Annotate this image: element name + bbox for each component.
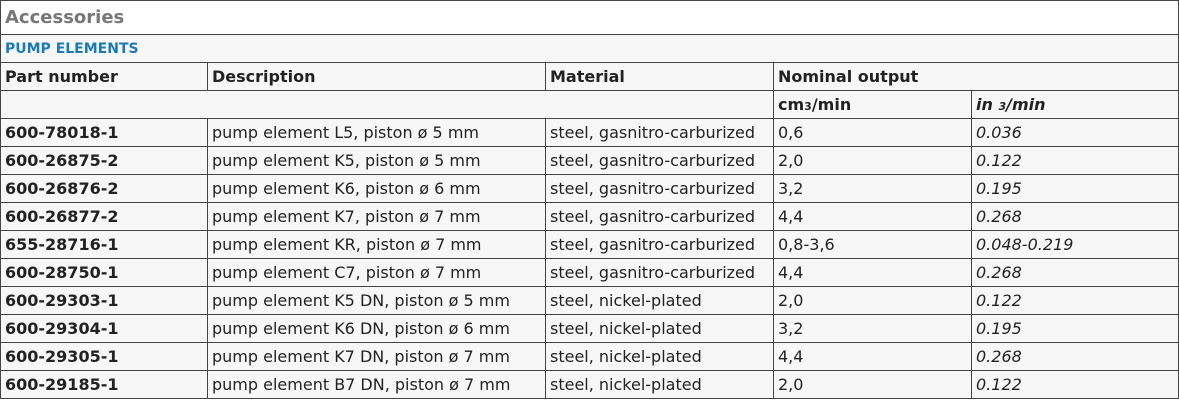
output-in3: 0.122 <box>970 370 1179 399</box>
table-row: 600-29185-1 pump element B7 DN, piston ø … <box>0 370 1179 399</box>
description: pump element K6, piston ø 6 mm <box>207 174 546 203</box>
description: pump element K7 DN, piston ø 7 mm <box>207 342 546 371</box>
part-number: 600-29304-1 <box>0 314 208 343</box>
output-cm3: 2,0 <box>773 286 972 315</box>
table-row: 600-29305-1 pump element K7 DN, piston ø … <box>0 342 1179 371</box>
material: steel, gasnitro-carburized <box>545 118 774 147</box>
output-in3: 0.195 <box>970 314 1179 343</box>
output-cm3: 0,8-3,6 <box>773 230 972 259</box>
material: steel, nickel-plated <box>545 286 774 315</box>
unit-exp: 3 <box>804 100 812 113</box>
output-cm3: 4,4 <box>773 342 972 371</box>
output-cm3: 2,0 <box>773 370 972 399</box>
output-in3: 0.122 <box>970 286 1179 315</box>
column-header: Nominal output <box>772 62 1179 91</box>
description: pump element C7, piston ø 7 mm <box>207 258 546 287</box>
output-cm3: 0,6 <box>773 118 972 147</box>
column-header: Description <box>207 62 546 91</box>
part-number: 600-26876-2 <box>0 174 208 203</box>
output-cm3: 3,2 <box>773 314 972 343</box>
material: steel, nickel-plated <box>545 342 774 371</box>
material: steel, gasnitro-carburized <box>545 230 774 259</box>
description: pump element K6 DN, piston ø 6 mm <box>207 314 546 343</box>
output-cm3: 3,2 <box>773 174 972 203</box>
output-cm3: 2,0 <box>773 146 972 175</box>
material: steel, gasnitro-carburized <box>545 174 774 203</box>
unit-base: cm <box>778 95 805 114</box>
column-header: Material <box>545 62 774 91</box>
material: steel, gasnitro-carburized <box>545 146 774 175</box>
part-number: 600-26875-2 <box>0 146 208 175</box>
description: pump element K7, piston ø 7 mm <box>207 202 546 231</box>
unit: in 3/min <box>970 90 1179 119</box>
output-cm3: 4,4 <box>773 258 972 287</box>
unit-base: in <box>976 95 999 114</box>
table-row: 600-29303-1 pump element K5 DN, piston ø … <box>0 286 1179 315</box>
title: Accessories <box>0 0 1179 35</box>
table-row: 600-28750-1 pump element C7, piston ø 7 m… <box>0 258 1179 287</box>
table-row: 600-26875-2 pump element K5, piston ø 5 m… <box>0 146 1179 175</box>
output-in3: 0.048-0.219 <box>970 230 1179 259</box>
table-row: 600-26876-2 pump element K6, piston ø 6 m… <box>0 174 1179 203</box>
unit-rest: /min <box>811 95 852 114</box>
output-in3: 0.268 <box>970 258 1179 287</box>
output-cm3: 4,4 <box>773 202 972 231</box>
output-in3: 0.036 <box>970 118 1179 147</box>
material: steel, gasnitro-carburized <box>545 258 774 287</box>
table-row: 600-26877-2 pump element K7, piston ø 7 m… <box>0 202 1179 231</box>
unit-exp: 3 <box>998 100 1007 113</box>
part-number: 655-28716-1 <box>0 230 208 259</box>
part-number: 600-29303-1 <box>0 286 208 315</box>
part-number: 600-29185-1 <box>0 370 208 399</box>
empty-cell <box>0 90 774 119</box>
material: steel, nickel-plated <box>545 370 774 399</box>
description: pump element B7 DN, piston ø 7 mm <box>207 370 546 399</box>
description: pump element KR, piston ø 7 mm <box>207 230 546 259</box>
description: pump element L5, piston ø 5 mm <box>207 118 546 147</box>
table-row: 655-28716-1 pump element KR, piston ø 7 m… <box>0 230 1179 259</box>
output-in3: 0.122 <box>970 146 1179 175</box>
output-in3: 0.268 <box>970 202 1179 231</box>
part-number: 600-78018-1 <box>0 118 208 147</box>
table-row: 600-29304-1 pump element K6 DN, piston ø … <box>0 314 1179 343</box>
description: pump element K5, piston ø 5 mm <box>207 146 546 175</box>
output-in3: 0.268 <box>970 342 1179 371</box>
part-number: 600-29305-1 <box>0 342 208 371</box>
output-in3: 0.195 <box>970 174 1179 203</box>
material: steel, gasnitro-carburized <box>545 202 774 231</box>
table-row: 600-78018-1 pump element L5, piston ø 5 m… <box>0 118 1179 147</box>
description: pump element K5 DN, piston ø 5 mm <box>207 286 546 315</box>
section-title: PUMP ELEMENTS <box>0 34 1179 63</box>
unit-rest: /min <box>1006 95 1046 114</box>
part-number: 600-28750-1 <box>0 258 208 287</box>
material: steel, nickel-plated <box>545 314 774 343</box>
unit: cm3/min <box>773 90 972 119</box>
accessories-table: Accessories PUMP ELEMENTS Part number De… <box>0 0 1179 399</box>
column-header: Part number <box>0 62 208 91</box>
part-number: 600-26877-2 <box>0 202 208 231</box>
